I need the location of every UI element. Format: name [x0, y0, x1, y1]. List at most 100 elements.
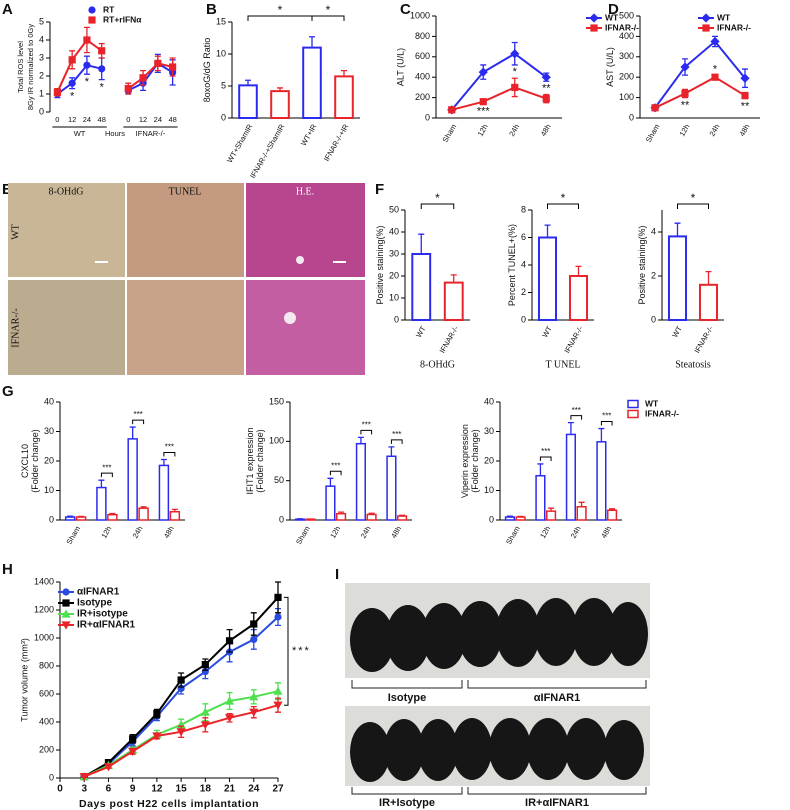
bar [169, 510, 181, 521]
bar [607, 509, 618, 521]
significance-label: *** [331, 461, 340, 470]
x-tick-label: 48h [599, 524, 613, 539]
bar [698, 283, 719, 321]
y-tick-label: 0 [425, 112, 430, 122]
error-bar [598, 427, 605, 442]
panel-letter: D [608, 1, 619, 18]
group-label: IFNAR-/- [136, 129, 166, 138]
error-bar [567, 422, 574, 435]
error-bar [578, 501, 585, 507]
significance-bracket [360, 429, 373, 435]
marker [478, 67, 488, 77]
significance-bracket [311, 15, 345, 21]
significance-label: *** [292, 645, 311, 657]
y-tick-label: 30 [44, 426, 54, 436]
vessel [296, 256, 304, 264]
marker [139, 74, 147, 82]
y-tick-label: 4 [521, 259, 526, 269]
y-tick-label: 0 [489, 514, 494, 524]
significance-label: *** [362, 421, 371, 430]
y-tick-label: 20 [484, 455, 494, 465]
y-tick-label: 30 [389, 248, 399, 258]
error-bar [327, 477, 334, 487]
marker [176, 728, 186, 737]
series-line [451, 86, 547, 111]
y-axis-label: IFIT1 expression [245, 427, 255, 494]
bar [355, 442, 367, 521]
y-tick-label: 2 [651, 270, 656, 280]
marker [651, 104, 659, 112]
y-tick-label: 150 [269, 396, 284, 406]
y-tick-label: 1 [39, 88, 44, 98]
legend-label: RT+rIFNα [103, 14, 142, 24]
significance-bracket [132, 419, 145, 425]
y-axis-label: (Folder change) [255, 429, 265, 493]
y-tick-label: 30 [484, 426, 494, 436]
error-bar [517, 515, 524, 518]
error-bar [705, 270, 712, 285]
marker [128, 747, 138, 756]
x-tick-label: 0 [126, 115, 130, 124]
bar [565, 433, 577, 521]
significance-label: *** [392, 430, 401, 439]
annotation: * [513, 66, 518, 78]
x-tick-label: 24 [248, 784, 260, 795]
x-tick-label: 15 [176, 784, 188, 795]
bar [302, 46, 322, 119]
bar [158, 464, 170, 521]
marker [274, 593, 282, 601]
y-tick-label: 15 [216, 16, 226, 26]
y-tick-label: 40 [484, 396, 494, 406]
error-bar [506, 515, 513, 518]
significance-label: *** [102, 463, 111, 472]
significance-label: * [278, 3, 283, 17]
x-tick-label: Sham [504, 524, 522, 545]
significance-bracket [329, 470, 342, 476]
marker [61, 609, 71, 618]
annotation: * [713, 63, 718, 75]
marker [224, 714, 235, 723]
x-tick-label: 12 [151, 784, 163, 795]
y-axis-label: (Folder change) [30, 429, 40, 493]
significance-label: * [435, 191, 440, 205]
bar [596, 441, 607, 521]
legend-label: WT [645, 398, 659, 408]
significance-bracket [677, 203, 709, 209]
error-bar [277, 87, 283, 92]
series-line [127, 62, 173, 90]
group-label: WT [74, 129, 86, 138]
y-tick-label: 10 [389, 292, 399, 302]
legend-label: IR+αIFNAR1 [77, 620, 136, 631]
y-tick-label: 50 [274, 475, 284, 485]
marker [680, 62, 690, 72]
x-tick-label: 6 [106, 784, 112, 795]
bar [568, 275, 589, 321]
significance-bracket [600, 421, 613, 426]
bar [75, 516, 87, 521]
y-axis-label: 8oxoG/dG Ratio [202, 38, 212, 103]
panel-letter: C [400, 1, 411, 18]
group-bracket [351, 680, 647, 689]
x-tick-label: 24 [83, 115, 91, 124]
marker [511, 83, 519, 91]
y-axis-label: Positive staining(%) [375, 225, 385, 304]
legend-label: IR+isotype [77, 609, 128, 620]
y-tick-label: 100 [269, 436, 284, 446]
marker [274, 613, 282, 621]
annotation: ** [681, 100, 690, 112]
bar [270, 90, 290, 120]
x-tick-label: Sham [294, 524, 312, 545]
bar [107, 513, 118, 521]
panel-i: I Isotype αIFNAR1 IR+Isotype IR+αIFNAR1 [335, 566, 650, 809]
error-bar [609, 508, 616, 511]
marker [590, 24, 598, 32]
error-bar [537, 463, 544, 476]
error-bar [67, 515, 74, 518]
group-bracket [351, 787, 647, 795]
x-tick-label: 48h [389, 524, 403, 539]
error-bar [357, 436, 364, 444]
y-tick-label: 4 [651, 226, 656, 236]
image [127, 183, 244, 277]
legend-label: IFNAR-/- [645, 408, 679, 418]
legend-label: αIFNAR1 [77, 587, 120, 598]
